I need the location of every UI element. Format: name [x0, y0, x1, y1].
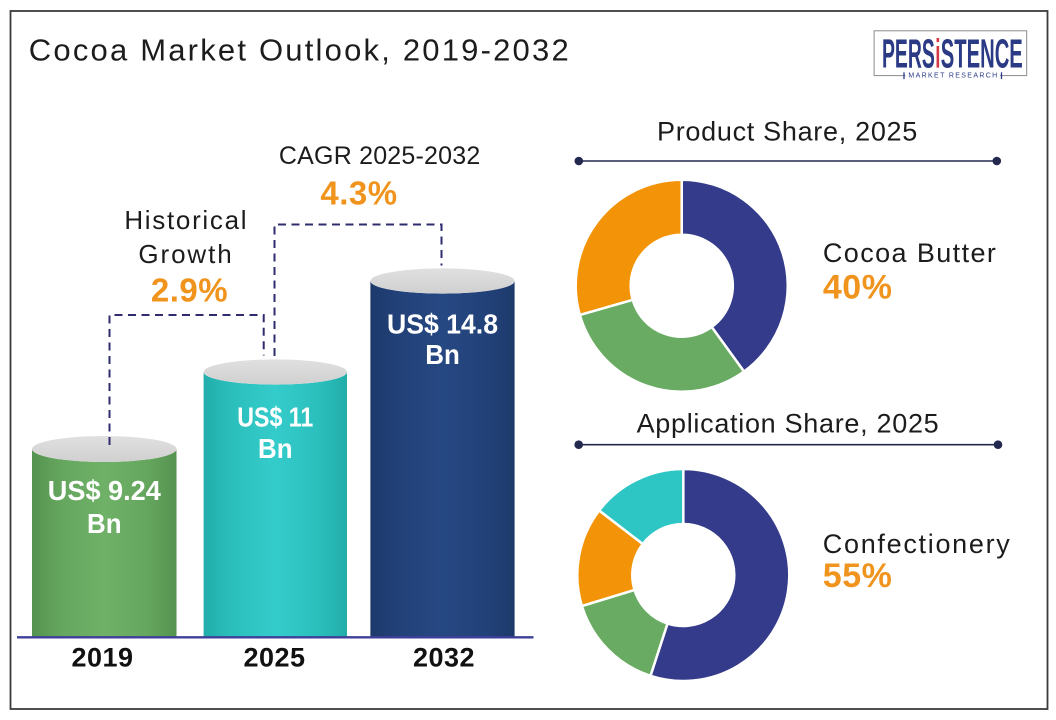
svg-text:Bn: Bn [425, 339, 460, 370]
svg-text:4.3%: 4.3% [320, 175, 397, 212]
svg-text:Confectionery: Confectionery [823, 529, 1012, 559]
svg-text:MARKET RESEARCH: MARKET RESEARCH [908, 73, 998, 80]
svg-text:Cocoa Butter: Cocoa Butter [823, 238, 997, 268]
svg-text:US$ 9.24: US$ 9.24 [48, 475, 161, 506]
svg-text:US$ 14.8: US$ 14.8 [387, 309, 498, 340]
svg-text:US$ 11: US$ 11 [237, 402, 313, 433]
svg-text:Growth: Growth [138, 239, 233, 269]
svg-text:2019: 2019 [71, 643, 133, 673]
svg-text:Application Share, 2025: Application Share, 2025 [637, 409, 940, 439]
svg-text:Historical: Historical [124, 205, 248, 235]
svg-text:i: i [935, 30, 940, 76]
svg-text:Cocoa Market Outlook, 2019-203: Cocoa Market Outlook, 2019-2032 [29, 33, 571, 68]
svg-text:Product Share, 2025: Product Share, 2025 [657, 117, 918, 147]
svg-text:40%: 40% [823, 269, 893, 307]
svg-text:PERS: PERS [882, 30, 935, 76]
svg-text:Bn: Bn [258, 433, 293, 464]
svg-text:CAGR 2025-2032: CAGR 2025-2032 [279, 142, 481, 170]
svg-text:2032: 2032 [413, 643, 475, 673]
svg-text:55%: 55% [823, 557, 893, 595]
svg-text:Bn: Bn [87, 508, 122, 539]
svg-text:2025: 2025 [243, 643, 305, 673]
svg-text:2.9%: 2.9% [151, 272, 228, 309]
svg-text:STENCE: STENCE [941, 30, 1023, 76]
